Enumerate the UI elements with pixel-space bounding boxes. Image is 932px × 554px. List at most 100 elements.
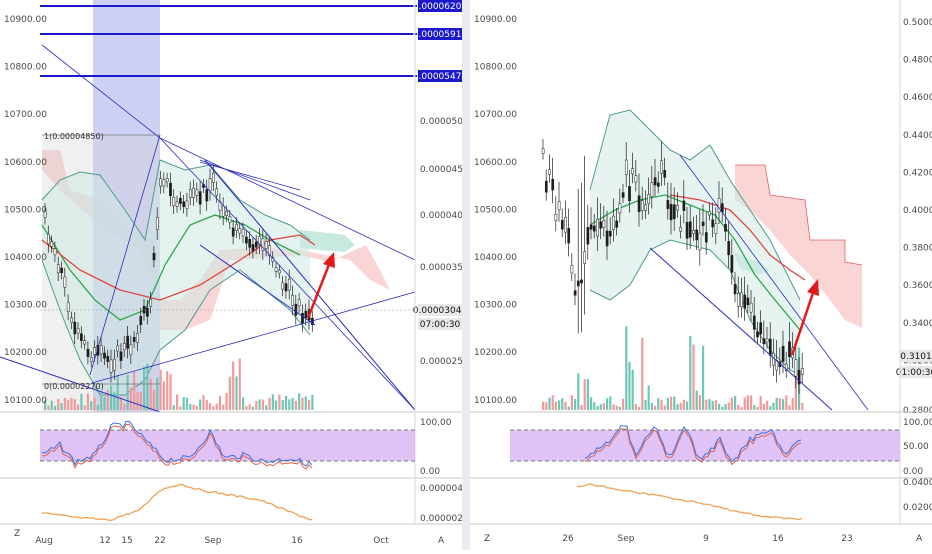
volume-bar — [143, 366, 146, 410]
volume-bar — [737, 404, 740, 410]
candle-body — [139, 316, 143, 326]
volume-bar — [149, 378, 152, 410]
volume-bar — [551, 395, 554, 410]
left-axis-label-3: 10600.00 — [4, 158, 47, 168]
candle-body — [621, 192, 625, 198]
candle-body — [580, 279, 583, 284]
projection-arrow[interactable] — [790, 289, 816, 356]
volume-bar — [650, 403, 653, 410]
chart-pane-left[interactable]: 0.00006200 0.00005910 0.00005470 1(0.000… — [0, 0, 475, 550]
candle-body — [698, 232, 702, 251]
hline-tag-2 — [418, 28, 462, 40]
left-price-axis[interactable]: 10900.00 10800.00 10700.00 10600.00 10500.00… — [474, 15, 517, 406]
pane-divider[interactable] — [462, 0, 470, 550]
time-label-16: 16 — [772, 534, 784, 544]
zoom-button[interactable]: Z — [484, 534, 490, 544]
volume-bar — [90, 401, 93, 410]
candle-body — [60, 267, 63, 274]
candle-body — [179, 197, 182, 204]
volume-bar — [185, 397, 189, 410]
price-tag — [900, 350, 932, 362]
candle-body — [264, 241, 268, 249]
volume-bar — [275, 400, 278, 410]
volume-bar — [772, 402, 775, 410]
volume-bar — [258, 399, 261, 410]
time-label-23: 23 — [841, 534, 852, 544]
volume-bar — [119, 397, 123, 410]
candle-body — [205, 189, 209, 202]
candle-body — [788, 341, 791, 358]
volume-bar — [612, 404, 615, 410]
chart-canvas-right[interactable]: 10900.00 10800.00 10700.00 10600.00 10500.00… — [470, 0, 932, 550]
volume-bar — [711, 400, 714, 410]
left-axis-label-0: 10900.00 — [4, 15, 47, 25]
volume-bar — [756, 406, 759, 410]
volume-bar — [602, 403, 605, 410]
candle-body — [679, 226, 683, 232]
auto-scale-button[interactable]: A — [916, 534, 923, 544]
candle-body — [155, 217, 159, 230]
volume-bar — [106, 389, 109, 410]
candle-body — [711, 219, 715, 228]
fan-line-2 — [199, 161, 301, 191]
zoom-button[interactable]: Z — [14, 529, 20, 539]
left-axis-label-4: 10500.00 — [4, 205, 47, 215]
volume-bar — [57, 398, 60, 410]
candle-body — [688, 221, 692, 238]
volume-bar — [622, 398, 625, 410]
candle-body — [730, 255, 734, 273]
left-price-axis[interactable]: 10900.00 10800.00 10700.00 10600.00 10500.00… — [4, 15, 47, 406]
candle-body — [772, 353, 775, 366]
volume-bar — [113, 392, 116, 410]
candle-body — [759, 322, 763, 335]
volume-bar — [558, 400, 561, 410]
stoch-k — [41, 420, 313, 467]
volume-bar — [60, 403, 63, 410]
volume-bar — [574, 399, 577, 410]
volume-bar — [686, 401, 689, 410]
candle-body — [756, 331, 759, 338]
volume-bar — [93, 397, 96, 410]
candle-body — [47, 233, 50, 245]
volume-bar — [670, 396, 673, 410]
left-axis-label-6: 10300.00 — [4, 301, 47, 311]
auto-scale-button[interactable]: A — [438, 536, 445, 546]
right-axis-label-10: 0.2800 — [903, 406, 932, 416]
left-axis-label-0: 10900.00 — [474, 15, 517, 25]
candle-body — [784, 363, 788, 371]
candle-body — [740, 292, 743, 308]
candle-body — [666, 200, 670, 209]
countdown-text: 07:00:30 — [420, 320, 461, 330]
right-price-axis[interactable]: 0.00005000 0.00004500 0.00004000 0.00003500… — [420, 117, 475, 367]
candle-body — [672, 204, 676, 220]
volume-bar — [577, 373, 580, 410]
projection-arrow[interactable] — [306, 261, 332, 319]
candle-body — [287, 278, 291, 291]
volume-bar — [67, 400, 70, 410]
volume-bars — [542, 326, 804, 410]
candle-body — [93, 347, 96, 355]
time-label-sep: Sep — [205, 536, 222, 546]
chart-pane-right[interactable]: 10900.00 10800.00 10700.00 10600.00 10500.00… — [470, 0, 932, 550]
countdown-tag — [418, 318, 462, 330]
candle-body — [241, 229, 245, 237]
chart-canvas-left[interactable]: 0.00006200 0.00005910 0.00005470 1(0.000… — [0, 0, 475, 550]
candle-body — [129, 344, 133, 356]
candle-body — [650, 182, 654, 197]
right-axis-label-3: 0.00003500 — [420, 263, 462, 273]
oscillator-line — [41, 483, 313, 522]
candle-body — [653, 177, 657, 186]
volume-bar — [631, 369, 634, 410]
volume-bar — [301, 397, 304, 410]
right-axis-label-3: 0.4400 — [903, 131, 932, 141]
volume-bar — [718, 403, 721, 410]
left-axis-label-3: 10600.00 — [474, 158, 517, 168]
candle-body — [724, 224, 727, 232]
candle-body — [663, 170, 667, 178]
volume-bar — [644, 399, 647, 410]
arrow-head — [323, 252, 335, 268]
hline-tag-3-text: 0.00005470 — [413, 72, 462, 82]
band-fill — [590, 110, 800, 375]
volume-bar — [179, 406, 182, 410]
candle-body — [605, 230, 609, 247]
